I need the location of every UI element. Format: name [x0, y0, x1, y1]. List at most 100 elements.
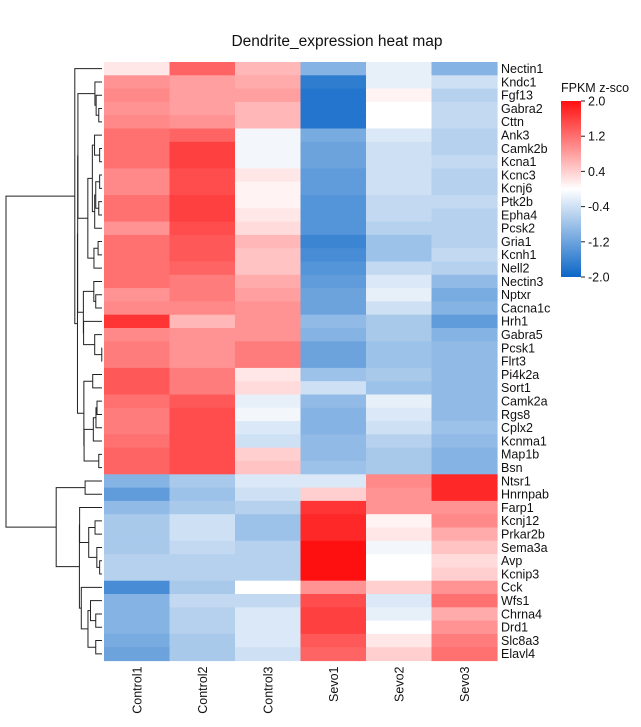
heatmap-cell: [301, 102, 367, 116]
row-label: Cttn: [501, 115, 524, 129]
row-label: Nell2: [501, 261, 530, 275]
heatmap-cell: [235, 142, 301, 156]
heatmap-cell: [170, 594, 236, 608]
row-label: Kcnip3: [501, 567, 539, 581]
heatmap-cell: [301, 222, 367, 236]
heatmap-cell: [235, 554, 301, 568]
heatmap-cell: [432, 488, 498, 502]
heatmap-cell: [104, 581, 170, 595]
heatmap-cell: [235, 315, 301, 329]
heatmap-cell: [366, 501, 432, 515]
row-label: Kndc1: [501, 75, 536, 89]
legend-tick-label: 2.0: [588, 95, 605, 109]
heatmap-cell: [432, 634, 498, 648]
dendrogram-branch: [97, 401, 102, 414]
dendrogram-branch: [100, 561, 102, 574]
dendrogram-branch: [88, 611, 96, 648]
heatmap-cell: [104, 567, 170, 581]
heatmap-cell: [366, 89, 432, 103]
legend-tick-label: -0.4: [588, 200, 610, 214]
heatmap-cell: [235, 115, 301, 129]
column-label: Sevo1: [327, 666, 341, 701]
heatmap-cell: [235, 647, 301, 661]
heatmap-cell: [104, 647, 170, 661]
row-label: Gria1: [501, 235, 532, 249]
heatmap-cell: [301, 315, 367, 329]
heatmap-cell: [170, 501, 236, 515]
heatmap-cell: [366, 541, 432, 555]
heatmap-cell: [235, 275, 301, 289]
heatmap-cell: [104, 235, 170, 249]
heatmap-cell: [366, 301, 432, 315]
heatmap-cell: [432, 328, 498, 342]
dendrogram-branch: [80, 508, 102, 543]
heatmap-cell: [170, 168, 236, 182]
heatmap-cell: [432, 155, 498, 169]
heatmap-cell: [170, 195, 236, 209]
row-label: Sort1: [501, 381, 531, 395]
heatmap-cell: [104, 328, 170, 342]
heatmap-cell: [366, 182, 432, 196]
heatmap-cell: [301, 182, 367, 196]
heatmap-cell: [104, 355, 170, 369]
heatmap-cell: [170, 275, 236, 289]
heatmap-cell: [432, 501, 498, 515]
heatmap-cell: [301, 328, 367, 342]
heatmap-cell: [301, 195, 367, 209]
heatmap-cell: [235, 581, 301, 595]
row-label: Camk2a: [501, 394, 548, 408]
heatmap-cell: [235, 541, 301, 555]
heatmap-cell: [104, 554, 170, 568]
heatmap-cell: [366, 275, 432, 289]
dendrogram-branch: [89, 528, 97, 558]
heatmap-cell: [170, 89, 236, 103]
heatmap-cell: [170, 395, 236, 409]
heatmap-cell: [235, 461, 301, 475]
heatmap-cell: [170, 381, 236, 395]
heatmap-cell: [235, 514, 301, 528]
heatmap-cell: [235, 288, 301, 302]
heatmap-cell: [235, 607, 301, 621]
row-label: Camk2b: [501, 142, 548, 156]
heatmap-cell: [301, 355, 367, 369]
heatmap-cell: [301, 275, 367, 289]
row-label: Avp: [501, 554, 522, 568]
heatmap-cell: [104, 288, 170, 302]
heatmap-cell: [366, 474, 432, 488]
heatmap-cell: [104, 75, 170, 89]
heatmap-cell: [170, 461, 236, 475]
heatmap-cell: [432, 115, 498, 129]
heatmap-cell: [366, 368, 432, 382]
heatmap-cell: [301, 129, 367, 143]
heatmap-cell: [235, 341, 301, 355]
heatmap-cell: [366, 129, 432, 143]
legend-tick-label: -2.0: [588, 271, 610, 285]
heatmap-cell: [432, 235, 498, 249]
column-label: Control1: [130, 666, 144, 713]
heatmap-cell: [432, 89, 498, 103]
heatmap-cell: [170, 222, 236, 236]
heatmap-cell: [104, 301, 170, 315]
heatmap-cell: [104, 488, 170, 502]
heatmap-cell: [301, 208, 367, 222]
dendrogram-branch: [98, 242, 102, 255]
row-label: Elavl4: [501, 647, 535, 661]
heatmap-cell: [366, 288, 432, 302]
heatmap-cell: [104, 448, 170, 462]
heatmap-cell: [432, 62, 498, 76]
heatmap-cell: [366, 248, 432, 262]
heatmap-cell: [104, 421, 170, 435]
heatmap-cell: [170, 448, 236, 462]
heatmap-cell: [432, 647, 498, 661]
heatmap-cell: [235, 621, 301, 635]
heatmap-cell: [432, 341, 498, 355]
row-label: Kcnma1: [501, 434, 547, 448]
dendrogram-branch: [95, 335, 102, 355]
heatmap-cell: [301, 581, 367, 595]
dendrogram-branch: [84, 381, 93, 445]
heatmap-cell: [235, 168, 301, 182]
dendrogram-branch: [94, 281, 102, 301]
heatmap-cell: [366, 448, 432, 462]
